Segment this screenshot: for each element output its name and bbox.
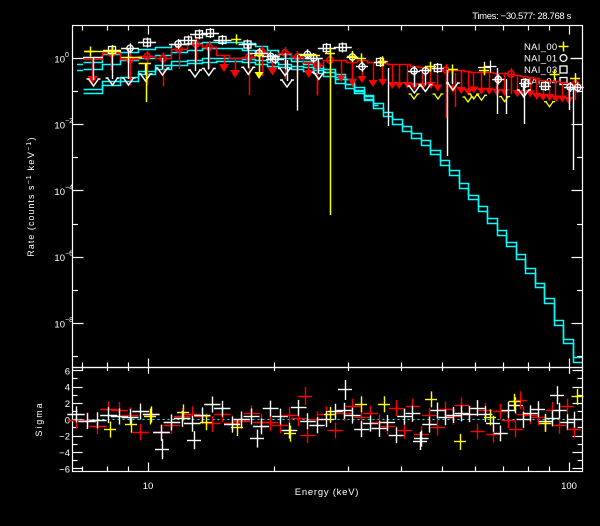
svg-text:NAI_04: NAI_04 <box>524 77 558 88</box>
svg-text:−4: −4 <box>65 184 73 191</box>
svg-text:10: 10 <box>54 55 65 66</box>
svg-text:10: 10 <box>54 187 65 198</box>
svg-text:0: 0 <box>65 52 69 59</box>
svg-text:Sigma: Sigma <box>34 402 44 437</box>
svg-text:−6: −6 <box>59 464 70 475</box>
svg-text:−2: −2 <box>59 432 70 443</box>
svg-text:10: 10 <box>143 481 154 492</box>
svg-text:10: 10 <box>54 319 65 330</box>
svg-text:6: 6 <box>65 366 70 377</box>
svg-text:100: 100 <box>561 481 577 492</box>
svg-text:Rate (counts s−1 keV−1): Rate (counts s−1 keV−1) <box>26 136 37 256</box>
svg-text:10: 10 <box>54 121 65 132</box>
svg-text:−6: −6 <box>65 251 73 258</box>
svg-text:NAI_03: NAI_03 <box>524 65 558 76</box>
svg-text:Energy (keV): Energy (keV) <box>295 487 359 498</box>
svg-text:NAI_01: NAI_01 <box>524 54 558 65</box>
svg-text:10: 10 <box>54 253 65 264</box>
svg-text:2: 2 <box>65 399 70 410</box>
svg-text:Times: −30.577: 28.768 s: Times: −30.577: 28.768 s <box>472 11 571 22</box>
svg-text:−2: −2 <box>65 118 73 125</box>
svg-text:4: 4 <box>65 383 70 394</box>
svg-text:NAI_00: NAI_00 <box>524 42 558 53</box>
svg-text:−4: −4 <box>59 448 70 459</box>
svg-text:−8: −8 <box>65 317 73 324</box>
